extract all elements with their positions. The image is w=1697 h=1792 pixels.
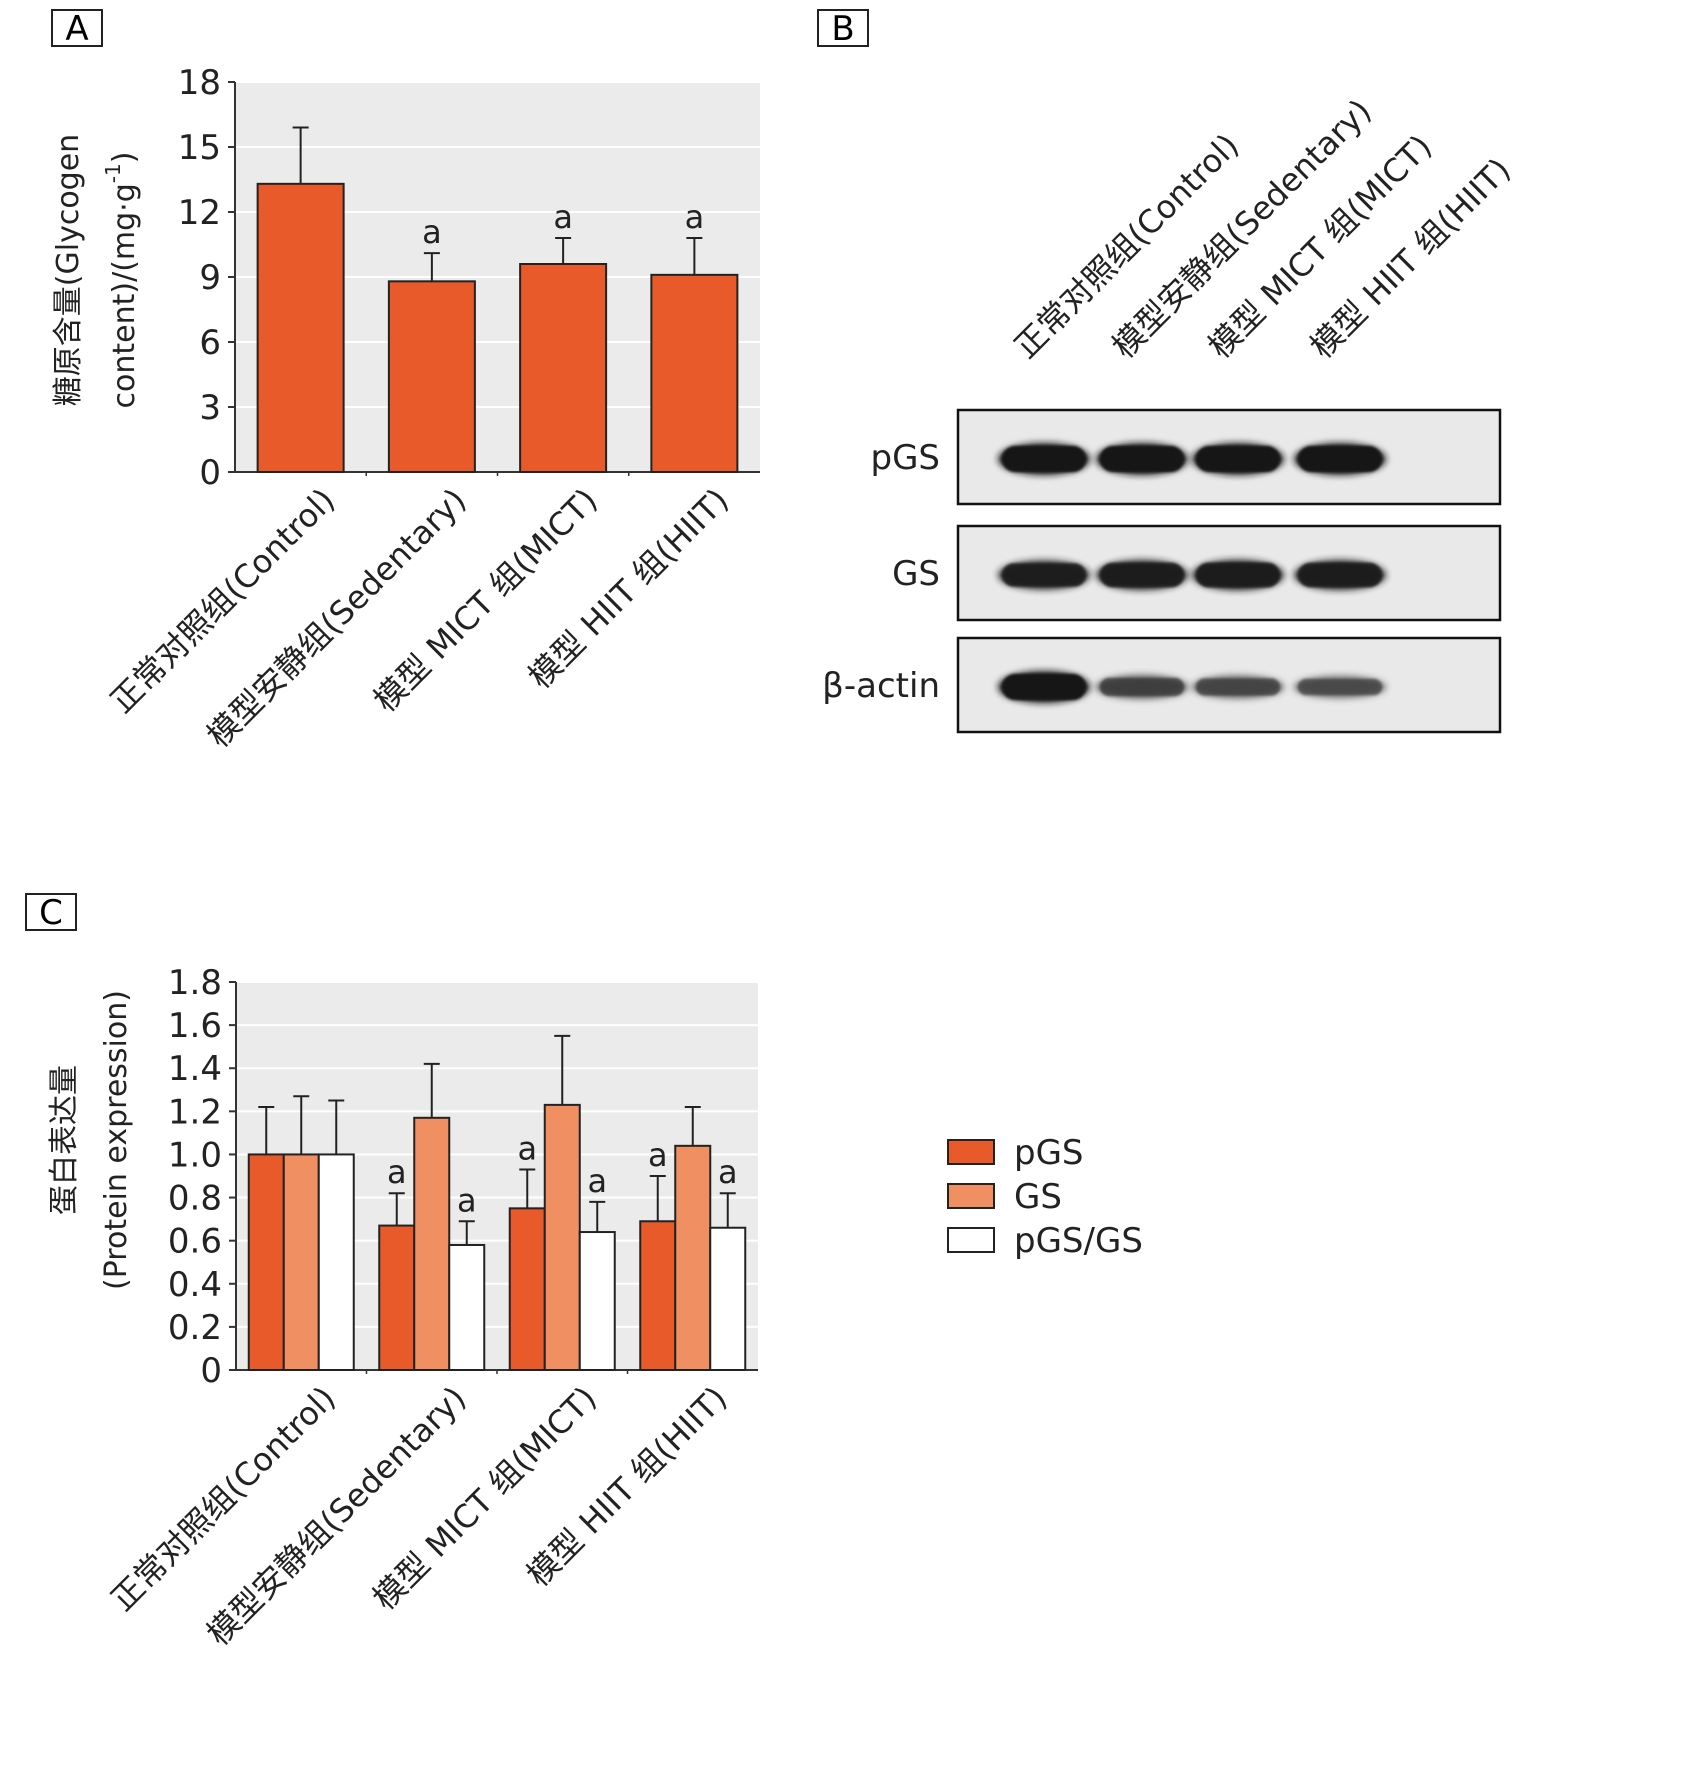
chart-c-ylabel-line1: 蛋白表达量	[47, 1065, 82, 1215]
y-tick-label: 1.8	[168, 963, 222, 1003]
x-tick-label: 模型 MICT 组(MICT)	[365, 1379, 603, 1617]
bar	[387, 280, 476, 474]
legend-swatch	[947, 1139, 995, 1165]
panel-b-letter: B	[817, 9, 869, 49]
y-tick-label: 0.6	[168, 1222, 222, 1262]
significance-label: a	[587, 1162, 607, 1200]
significance-label: a	[553, 198, 573, 236]
blot-band-core	[1196, 678, 1280, 696]
bar	[543, 1103, 581, 1372]
x-tick-label: 模型 MICT 组(MICT)	[366, 481, 604, 719]
y-tick-label: 0	[200, 1351, 222, 1391]
significance-label: a	[718, 1153, 738, 1191]
blot-band-core	[1298, 678, 1382, 696]
bar	[448, 1243, 486, 1372]
bar	[508, 1207, 546, 1372]
significance-label: a	[387, 1153, 407, 1191]
significance-label: a	[685, 198, 705, 236]
blot-band-core	[1196, 562, 1280, 588]
panel-a-letter: A	[51, 9, 103, 49]
y-tick-label: 6	[199, 323, 221, 363]
panel-a-label: A	[65, 9, 88, 49]
chart-a-ylabel-line1: 糖原含量(Glycogen	[51, 134, 86, 406]
chart-a: 0 3 6 9 12 15 18 正常对照组(Control) a 模型安静组(Sedentary…	[103, 63, 760, 755]
chart-a-ylabel: 糖原含量(Glycogen content)/(mg·g-1)	[51, 134, 142, 409]
y-tick-label: 15	[178, 128, 221, 168]
y-tick-label: 1.4	[168, 1049, 222, 1089]
legend-swatch	[947, 1183, 995, 1209]
bar	[378, 1224, 416, 1371]
significance-label: a	[457, 1181, 477, 1219]
y-tick-label: 18	[178, 63, 221, 103]
legend-label: GS	[1014, 1177, 1062, 1217]
y-tick-label: 1.6	[168, 1006, 222, 1046]
y-tick-label: 0.8	[168, 1179, 222, 1219]
blot-band-core	[1100, 678, 1184, 696]
blot-band-core	[1196, 446, 1280, 472]
bar	[650, 273, 739, 474]
legend-label: pGS/GS	[1014, 1221, 1143, 1261]
panel-c-label: C	[39, 893, 63, 933]
bar	[578, 1231, 616, 1371]
bar	[413, 1116, 451, 1372]
blot-row-label: pGS	[870, 438, 940, 478]
bar	[639, 1220, 677, 1372]
bar	[709, 1226, 747, 1371]
y-tick-label: 3	[199, 388, 221, 428]
chart-c-ylabel: 蛋白表达量 (Protein expression)	[47, 990, 134, 1290]
chart-a-ylabel-line2: content)/(mg·g-1)	[101, 152, 142, 409]
blot-row-label: β-actin	[822, 666, 940, 706]
y-tick-label: 0.4	[168, 1265, 222, 1305]
x-tick-label: 模型安静组(Sedentary)	[200, 481, 474, 755]
bar	[519, 263, 608, 473]
blot-row-label: GS	[892, 554, 940, 594]
bar	[674, 1144, 712, 1372]
x-tick-label: 模型安静组(Sedentary)	[199, 1379, 473, 1653]
bar	[247, 1153, 285, 1372]
y-tick-label: 9	[199, 258, 221, 298]
legend-swatch	[947, 1227, 995, 1253]
blot-band-core	[1298, 446, 1382, 472]
significance-label: a	[517, 1130, 537, 1168]
blot-band-core	[1002, 674, 1086, 700]
blot-band-core	[1100, 446, 1184, 472]
significance-label: a	[422, 213, 442, 251]
y-tick-label: 1.2	[168, 1092, 222, 1132]
y-tick-label: 12	[178, 193, 221, 233]
y-tick-label: 0	[199, 453, 221, 493]
x-tick-label: 正常对照组(Control)	[103, 481, 342, 720]
blot-band-core	[1002, 563, 1086, 587]
panel-c-letter: C	[25, 893, 77, 933]
chart-c-ylabel-line2: (Protein expression)	[99, 990, 134, 1290]
bar	[282, 1153, 320, 1372]
bar	[317, 1153, 355, 1372]
chart-c: 00.20.40.60.81.01.21.41.61.8 正常对照组(Contro…	[103, 963, 758, 1653]
y-tick-label: 1.0	[168, 1135, 222, 1175]
panel-b-label: B	[831, 9, 854, 49]
blot-band-core	[1298, 562, 1382, 588]
western-blot: 正常对照组(Control)模型安静组(Sedentary)模型 MICT 组(…	[822, 92, 1518, 734]
legend-label: pGS	[1014, 1133, 1084, 1173]
blot-band-core	[1002, 446, 1086, 472]
y-tick-label: 0.2	[168, 1308, 222, 1348]
blot-band-core	[1100, 562, 1184, 588]
x-tick-label: 正常对照组(Control)	[103, 1379, 342, 1618]
significance-label: a	[648, 1136, 668, 1174]
bar	[256, 182, 345, 473]
